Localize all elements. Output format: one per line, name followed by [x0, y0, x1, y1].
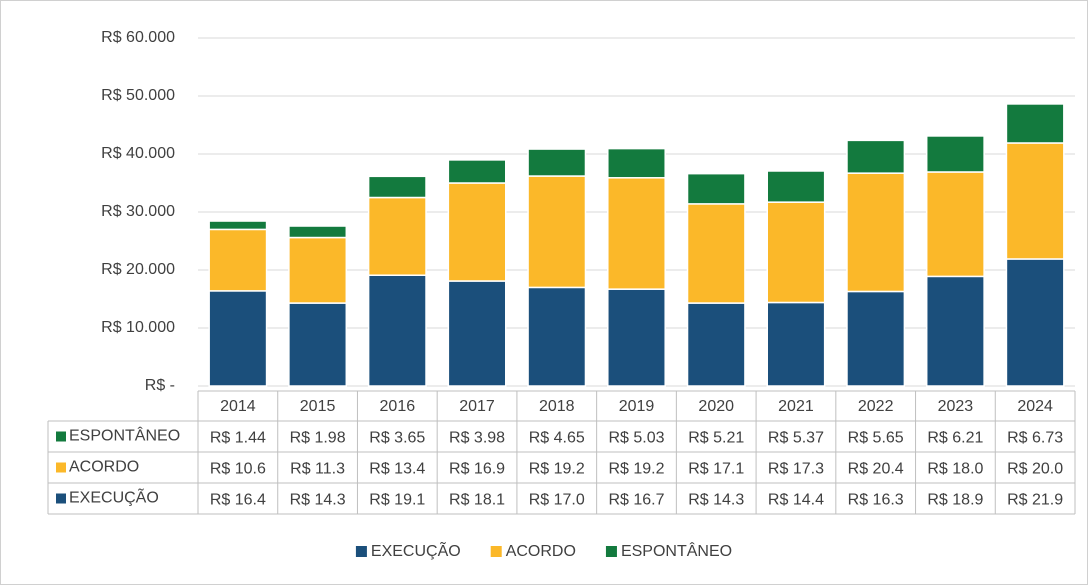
bar-segment — [288, 236, 348, 304]
bar-segment — [367, 274, 427, 387]
data-label: R$ 18.0 — [927, 461, 983, 478]
data-label: R$ 16.3 — [848, 492, 904, 509]
bar-segment — [686, 302, 746, 387]
data-label: R$ 5.37 — [768, 430, 824, 447]
bar-segment — [686, 172, 746, 205]
x-tick-label: 2019 — [619, 398, 655, 415]
row-label: EXECUÇÃO — [69, 487, 159, 507]
data-label: R$ 19.2 — [529, 461, 585, 478]
data-label: R$ 14.3 — [688, 492, 744, 509]
bar-segment — [766, 201, 826, 304]
data-label: R$ 6.73 — [1007, 430, 1063, 447]
data-label: R$ 19.2 — [608, 461, 664, 478]
row-label: ESPONTÂNEO — [69, 426, 180, 445]
data-label: R$ 16.4 — [210, 492, 266, 509]
data-label: R$ 17.1 — [688, 461, 744, 478]
bar-segment — [208, 290, 268, 387]
bar-segment — [447, 182, 507, 282]
data-label: R$ 1.98 — [290, 430, 346, 447]
legend-label: ACORDO — [506, 543, 576, 560]
bar-segment — [367, 175, 427, 199]
x-tick-label: 2021 — [778, 398, 814, 415]
legend-key — [605, 546, 617, 557]
data-label: R$ 6.21 — [927, 430, 983, 447]
y-tick-label: R$ 40.000 — [101, 145, 175, 162]
x-tick-label: 2018 — [539, 398, 575, 415]
legend-key — [56, 462, 66, 473]
bar-segment — [1005, 258, 1065, 387]
data-label: R$ 4.65 — [529, 430, 585, 447]
bar-segment — [527, 175, 587, 289]
data-label: R$ 17.0 — [529, 492, 585, 509]
bar-segment — [208, 228, 268, 292]
x-tick-label: 2022 — [858, 398, 894, 415]
bar-segment — [846, 139, 906, 174]
data-label: R$ 13.4 — [369, 461, 425, 478]
data-label: R$ 1.44 — [210, 430, 266, 447]
bar-segment — [766, 301, 826, 387]
data-label: R$ 16.7 — [608, 492, 664, 509]
bar-segment — [925, 171, 985, 278]
data-label: R$ 5.21 — [688, 430, 744, 447]
legend-key — [56, 431, 66, 442]
data-label: R$ 19.1 — [369, 492, 425, 509]
bar-segment — [1005, 142, 1065, 260]
x-tick-label: 2014 — [220, 398, 256, 415]
y-tick-label: R$ 60.000 — [101, 29, 175, 46]
bar-segment — [686, 203, 746, 304]
bar-segment — [447, 280, 507, 387]
legend-key — [355, 546, 367, 557]
data-label: R$ 5.65 — [848, 430, 904, 447]
legend-key — [490, 546, 502, 557]
bar-segment — [846, 172, 906, 293]
data-label: R$ 5.03 — [608, 430, 664, 447]
data-label: R$ 18.1 — [449, 492, 505, 509]
data-label: R$ 20.4 — [848, 461, 904, 478]
data-label: R$ 3.98 — [449, 430, 505, 447]
bar-segment — [527, 148, 587, 177]
bar-segment — [607, 288, 666, 387]
y-tick-label: R$ 10.000 — [101, 319, 175, 336]
data-label: R$ 10.6 — [210, 461, 266, 478]
row-label: ACORDO — [69, 459, 139, 476]
bar-segment — [846, 290, 906, 387]
x-tick-label: 2024 — [1017, 398, 1053, 415]
data-label: R$ 11.3 — [290, 461, 345, 478]
bar-segment — [766, 170, 826, 203]
bar-segment — [925, 275, 985, 387]
data-label: R$ 21.9 — [1007, 492, 1063, 509]
bar-segment — [527, 286, 587, 387]
x-tick-label: 2015 — [300, 398, 336, 415]
y-tick-label: R$ - — [145, 377, 175, 394]
x-tick-label: 2020 — [698, 398, 734, 415]
data-label: R$ 14.4 — [768, 492, 824, 509]
data-label: R$ 18.9 — [927, 492, 983, 509]
bar-segment — [607, 147, 666, 179]
x-tick-label: 2023 — [938, 398, 974, 415]
bar-segment — [288, 302, 348, 387]
bar-segment — [607, 177, 666, 290]
bar-segment — [447, 159, 507, 184]
bar-segment — [925, 135, 985, 173]
x-tick-label: 2017 — [459, 398, 495, 415]
bar-segment — [288, 225, 348, 239]
legend-label: EXECUÇÃO — [371, 540, 461, 560]
data-label: R$ 3.65 — [369, 430, 425, 447]
legend-label: ESPONTÂNEO — [621, 541, 732, 560]
data-label: R$ 16.9 — [449, 461, 505, 478]
data-label: R$ 17.3 — [768, 461, 824, 478]
x-tick-label: 2016 — [380, 398, 416, 415]
y-tick-label: R$ 50.000 — [101, 87, 175, 104]
y-tick-label: R$ 30.000 — [101, 203, 175, 220]
y-tick-label: R$ 20.000 — [101, 261, 175, 278]
data-label: R$ 20.0 — [1007, 461, 1063, 478]
legend-key — [56, 493, 66, 504]
bar-segment — [367, 196, 427, 276]
data-label: R$ 14.3 — [290, 492, 346, 509]
bar-segment — [208, 220, 268, 231]
bar-segment — [1005, 103, 1065, 144]
